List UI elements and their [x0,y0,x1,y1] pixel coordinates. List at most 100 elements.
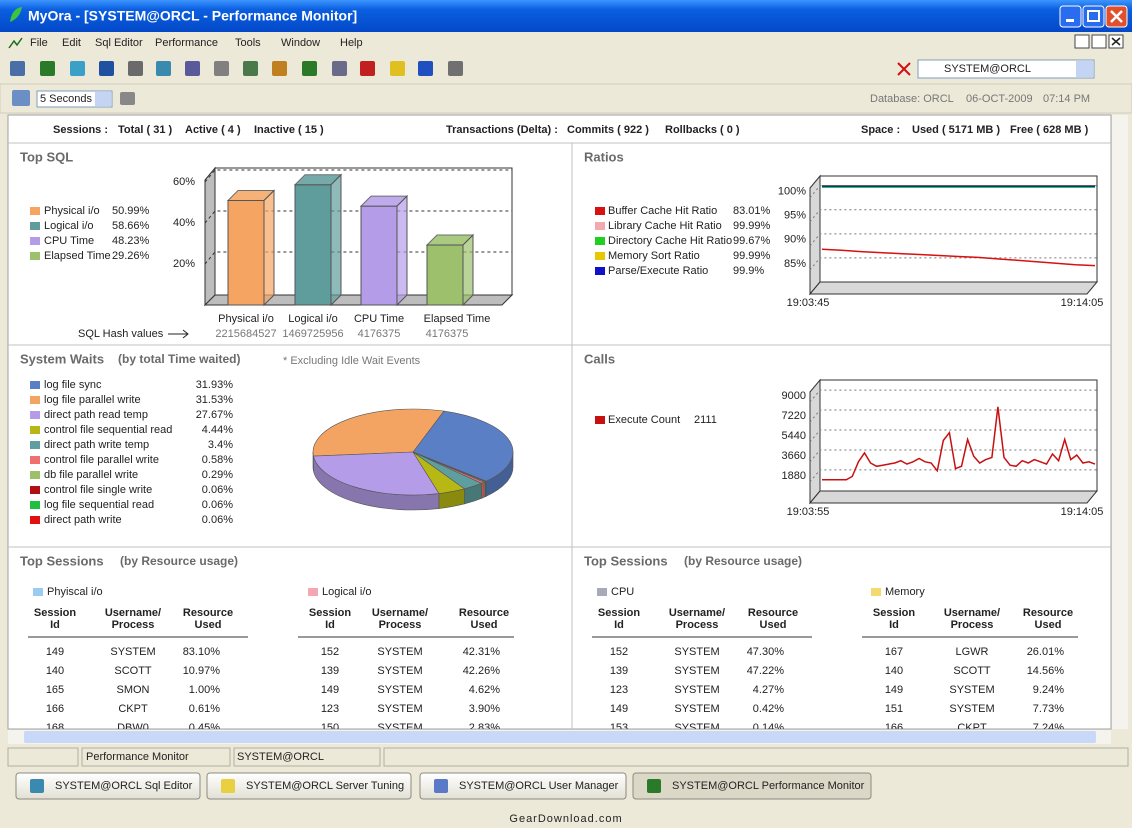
y-tick-label: 95% [784,210,806,222]
hash-value: 4176375 [358,328,401,340]
table-cell: 10.97% [183,665,221,677]
column-header: Resource [183,607,233,619]
mdi-restore[interactable] [1091,34,1107,49]
y-tick-label: 7220 [782,410,806,422]
table-cell: 166 [46,703,64,715]
legend-label: direct path write [44,514,122,526]
legend-label: log file sequential read [44,499,154,511]
toolbar-button[interactable] [332,61,347,76]
toolbar-button[interactable] [10,61,25,76]
menu-item[interactable]: File [30,37,48,49]
column-header: Process [676,619,719,631]
toolbar-button[interactable] [70,61,85,76]
toolbar-button[interactable] [128,61,143,76]
toolbar-button[interactable] [302,61,317,76]
column-header: Used [195,619,222,631]
legend-label: Memory Sort Ratio [608,250,700,262]
summary-item: Rollbacks ( 0 ) [665,124,740,136]
table-swatch [597,588,607,596]
x-tick-label: Elapsed Time [424,313,491,325]
status-cell [233,747,381,767]
legend-value: 50.99% [112,205,150,217]
legend-value: 31.93% [196,379,234,391]
menu-item[interactable]: Sql Editor [95,37,143,49]
column-header: Process [379,619,422,631]
table-cell: SYSTEM [674,646,719,658]
plot-wall [809,378,821,505]
task-button[interactable] [632,772,872,800]
task-icon [434,779,448,793]
toolbar-button[interactable] [214,61,229,76]
table-cell: 47.30% [747,646,785,658]
toolbar-button[interactable] [448,61,463,76]
menu-item[interactable]: Window [281,37,320,49]
print-icon[interactable] [120,92,135,105]
toolbar-button[interactable] [390,61,405,76]
column-header: Username/ [669,607,725,619]
status-cell [383,747,1129,767]
grid-line [809,469,1097,483]
maximize-button[interactable] [1082,5,1105,28]
legend-swatch [30,441,40,449]
legend-label: control file sequential read [44,424,172,436]
menu-icon [8,37,23,49]
legend-value: 0.58% [202,454,233,466]
toolbar-button[interactable] [272,61,287,76]
toolbar-button[interactable] [156,61,171,76]
legend-value: 0.06% [202,514,233,526]
toolbar-button[interactable] [243,61,258,76]
legend-swatch [30,516,40,524]
table-swatch [308,588,318,596]
bar [360,205,398,306]
line-series [822,406,1096,481]
column-header: Username/ [372,607,428,619]
table-cell: CKPT [957,722,987,734]
status-cell [81,747,231,767]
toolbar-button[interactable] [99,61,114,76]
summary-item: Active ( 4 ) [185,124,241,136]
legend-value: 29.26% [112,250,150,262]
scroll-thumb[interactable] [24,731,1096,743]
refresh-combo[interactable] [36,90,113,108]
mdi-minimize[interactable] [1074,34,1090,49]
plot-floor [808,490,1099,504]
combo-arrow[interactable] [95,92,111,106]
minimize-button[interactable] [1059,5,1082,28]
combo-arrow[interactable] [1076,61,1093,77]
disconnect-icon[interactable] [897,62,911,76]
table-cell: 26.01% [1027,646,1065,658]
legend-label: Elapsed Time [44,250,111,262]
table-cell: CKPT [118,703,148,715]
x-tick-label: CPU Time [354,313,404,325]
table-cell: 151 [885,703,903,715]
toolbar-button[interactable] [418,61,433,76]
legend-value: 31.53% [196,394,234,406]
pie-side [481,481,485,499]
menu-item[interactable]: Tools [235,37,261,49]
toolbar-button[interactable] [360,61,375,76]
menu-item[interactable]: Performance [155,37,218,49]
refresh-icon[interactable] [12,90,30,106]
grid-line [809,409,1097,423]
task-button[interactable] [206,772,412,800]
connection-combo[interactable] [917,59,1095,79]
pie-slice [313,451,440,496]
legend-swatch [30,222,40,230]
legend-swatch [30,411,40,419]
toolbar-button[interactable] [185,61,200,76]
legend-swatch [30,396,40,404]
menu-item[interactable]: Edit [62,37,81,49]
x-tick-label: 19:03:55 [787,506,830,518]
table-cell: SYSTEM [377,646,422,658]
table-cell: LGWR [956,646,989,658]
vertical-scrollbar[interactable] [1112,115,1128,729]
toolbar-button[interactable] [40,61,55,76]
task-button[interactable] [419,772,627,800]
menu-item[interactable]: Help [340,37,363,49]
task-label: SYSTEM@ORCL Performance Monitor [672,780,865,792]
legend-label: CPU Time [44,235,94,247]
icon [1111,37,1121,46]
plot-back [819,379,1098,492]
task-button[interactable] [15,772,201,800]
